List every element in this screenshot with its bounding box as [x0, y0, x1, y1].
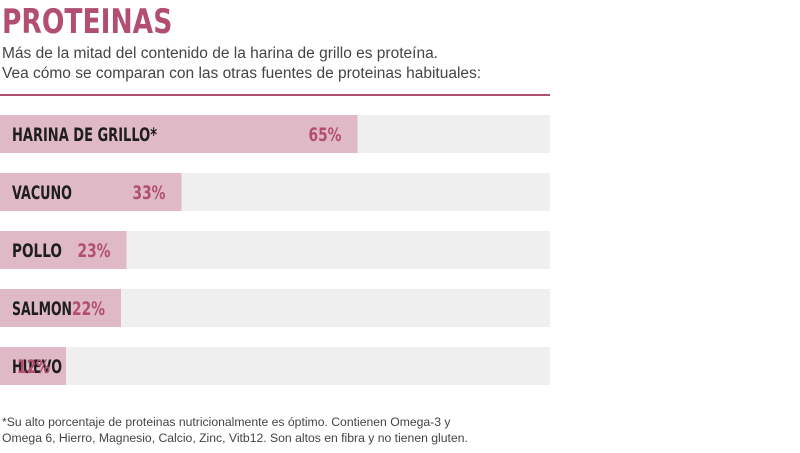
- bar-vacuno: [0, 173, 182, 211]
- chart-title: PROTEINAS: [2, 2, 173, 42]
- bar-pollo: [0, 231, 127, 269]
- value-label-vacuno: 33%: [133, 182, 166, 204]
- subtitle-line-2: Vea cómo se comparan con las otras fuent…: [2, 65, 482, 82]
- bar-harina-de-grillo: [0, 115, 358, 153]
- header-divider: [0, 94, 550, 96]
- category-label-vacuno: VACUNO: [12, 182, 72, 204]
- chart-subtitle: Más de la mitad del contenido de la hari…: [2, 44, 562, 84]
- footnote-line-2: Omega 6, Hierro, Magnesio, Calcio, Zinc,…: [2, 431, 468, 445]
- category-label-harina-de-grillo: HARINA DE GRILLO*: [12, 124, 157, 146]
- category-label-pollo: POLLO: [12, 240, 62, 262]
- bar-huevo: [0, 347, 66, 385]
- footnote: *Su alto porcentaje de proteinas nutrici…: [2, 414, 562, 446]
- bar-salmon: [0, 289, 121, 327]
- category-label-salmon: SALMON: [12, 298, 72, 320]
- bar-track-huevo: [0, 347, 550, 385]
- value-label-huevo: 12%: [17, 356, 50, 378]
- subtitle-line-1: Más de la mitad del contenido de la hari…: [2, 45, 438, 62]
- value-label-pollo: 23%: [78, 240, 111, 262]
- footnote-line-1: *Su alto porcentaje de proteinas nutrici…: [2, 415, 451, 429]
- value-label-salmon: 22%: [72, 298, 105, 320]
- value-label-harina-de-grillo: 65%: [309, 124, 342, 146]
- category-label-huevo: HUEVO: [12, 356, 62, 378]
